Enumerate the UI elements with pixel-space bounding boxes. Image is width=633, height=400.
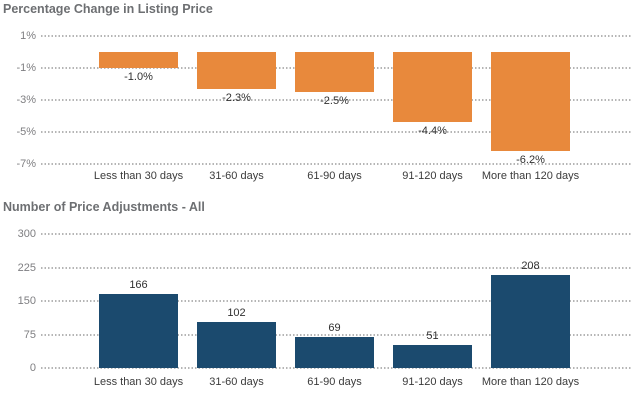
bar-value-label: -4.4% [418,125,447,138]
bar-value-label: 69 [328,322,341,335]
bar-value-label: -6.2% [516,154,545,167]
bar[interactable] [197,322,276,368]
y-tick-label: -3% [16,94,36,106]
x-category-label: 31-60 days [209,376,264,388]
y-tick-label: -5% [16,126,36,138]
chart-title: Percentage Change in Listing Price [3,2,213,16]
bar[interactable] [393,345,472,368]
bar-value-label: 166 [129,278,148,291]
x-category-label: More than 120 days [481,376,580,388]
bar-value-label: 51 [426,330,439,343]
gridline [41,99,631,101]
bar-value-label: 208 [521,260,540,273]
x-category-label: 31-60 days [209,170,264,182]
x-category-label: More than 120 days [481,170,580,182]
bar[interactable] [393,52,472,123]
gridline [41,163,631,165]
bar[interactable] [295,52,374,92]
gridline [41,333,631,336]
bar[interactable] [491,52,570,152]
bar[interactable] [99,293,178,368]
bar-value-label: -2.5% [320,95,349,107]
bar-value-label: 102 [227,307,246,320]
gridline [41,266,631,269]
bar[interactable] [491,275,570,368]
bar[interactable] [99,52,178,68]
bar[interactable] [295,337,374,368]
gridline [41,131,631,133]
y-tick-label: 300 [17,228,36,240]
x-category-label: Less than 30 days [93,170,184,182]
x-category-label: 91-120 days [402,376,463,388]
y-tick-label: -7% [16,158,36,170]
x-category-label: 61-90 days [307,170,362,182]
bar-value-label: -2.3% [222,91,251,104]
x-category-label: Less than 30 days [93,376,184,388]
x-category-label: 91-120 days [402,170,463,182]
y-tick-label: 75 [23,328,36,341]
bar-value-label: -1.0% [124,71,153,83]
y-tick-label: 225 [17,261,36,274]
y-tick-label: 1% [20,30,36,42]
gridline [41,300,631,302]
chart-title: Number of Price Adjustments - All [3,200,205,214]
y-tick-label: -1% [16,62,36,74]
y-tick-label: 150 [17,295,36,307]
gridline [41,367,631,369]
y-tick-label: 0 [29,362,36,374]
gridline [41,35,631,37]
x-category-label: 61-90 days [307,376,362,388]
bar[interactable] [197,52,276,89]
gridline [41,233,631,235]
